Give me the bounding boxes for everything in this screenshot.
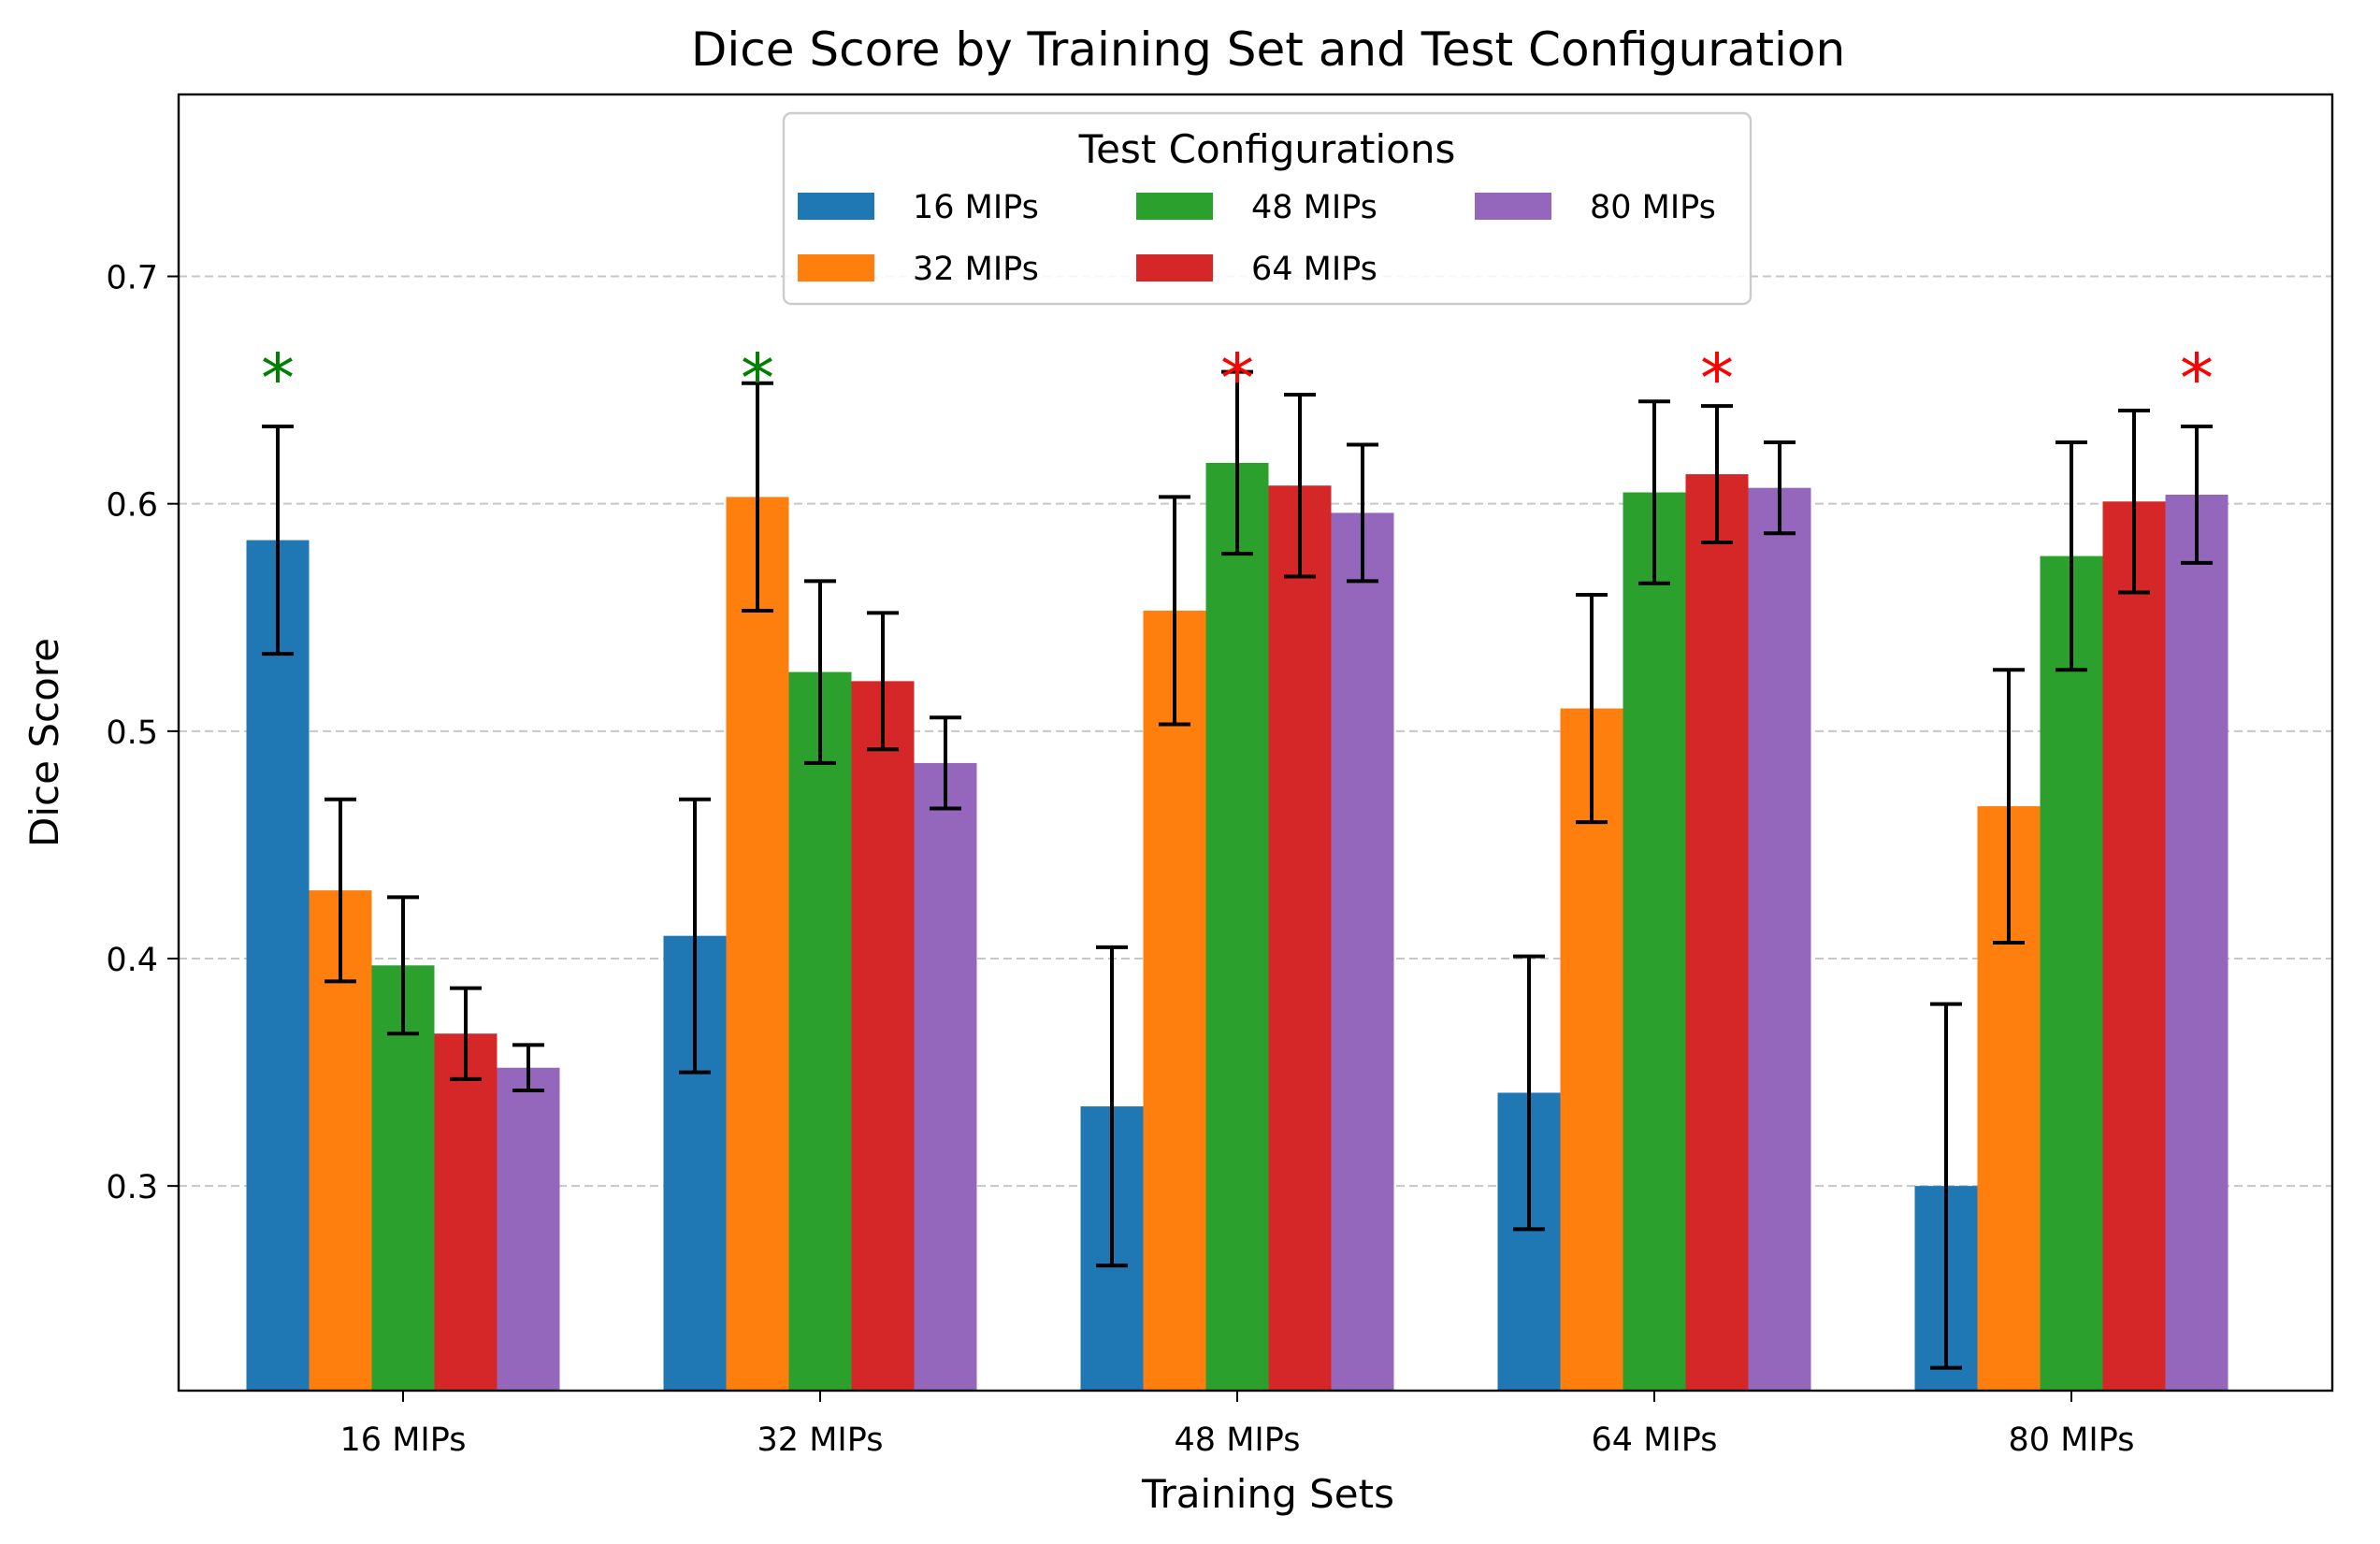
plot-area-frame [177,93,2334,1392]
significance-asterisk: * [261,339,295,417]
bar [2102,501,2166,1391]
significance-asterisk: * [1220,339,1254,417]
legend-box [782,111,1753,306]
bar [246,540,310,1391]
legend-swatch [798,254,874,281]
y-axis-label: Dice Score [22,638,67,847]
bar [851,681,915,1391]
bar [726,497,789,1391]
y-tick-label: 0.3 [106,1169,158,1206]
bar [1143,610,1206,1391]
x-tick-label: 32 MIPs [757,1421,884,1459]
legend-label: 16 MIPs [913,189,1039,226]
y-tick-label: 0.4 [106,942,158,979]
bars [246,462,2229,1392]
legend-swatch [1136,254,1213,281]
bar [1623,492,1686,1391]
x-tick-label: 80 MIPs [2009,1421,2135,1459]
bar [1685,474,1749,1391]
x-axis-label: Training Sets [1141,1471,1394,1517]
significance-asterisk: * [1700,339,1734,417]
bar [497,1067,560,1391]
legend-swatch [798,193,874,220]
chart-title: Dice Score by Training Set and Test Conf… [691,22,1845,77]
error-bars [262,369,2213,1370]
legend-swatch [1475,193,1551,220]
bar [788,671,852,1391]
legend-label: 48 MIPs [1251,189,1378,226]
bar [914,762,977,1391]
legend: Test Configurations 16 MIPs 32 MIPs 48 MIP… [782,111,1753,306]
y-tick-label: 0.5 [106,714,158,752]
significance-asterisk: * [2180,339,2214,417]
legend-label: 32 MIPs [913,251,1039,288]
legend-label: 80 MIPs [1590,189,1716,226]
bar [1205,462,1269,1392]
y-axis: 0.3 0.4 0.5 0.6 0.7 [106,260,179,1206]
y-tick-label: 0.6 [106,487,158,525]
y-tick-label: 0.7 [106,260,158,297]
legend-label: 64 MIPs [1251,251,1378,288]
x-tick-label: 16 MIPs [340,1421,467,1459]
bar [434,1033,498,1391]
bar [1748,487,1811,1391]
x-tick-label: 48 MIPs [1175,1421,1301,1459]
bar [2040,556,2103,1391]
significance-markers: * * * * * [261,339,2214,417]
bar [2165,494,2229,1391]
significance-asterisk: * [741,339,774,417]
legend-swatch [1136,193,1213,220]
x-tick-label: 64 MIPs [1592,1421,1718,1459]
bar [1268,485,1332,1391]
legend-title: Test Configurations [1078,126,1456,172]
bar [371,965,435,1391]
bar [1331,512,1394,1391]
x-axis: 16 MIPs 32 MIPs 48 MIPs 64 MIPs 80 MIPs [340,1391,2135,1459]
